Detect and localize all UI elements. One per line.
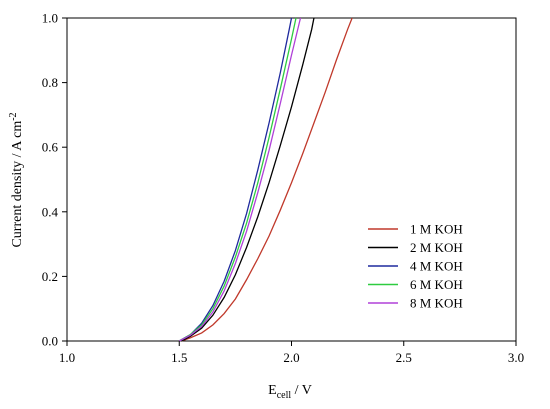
y-tick-label: 0.4 bbox=[42, 204, 59, 219]
legend-label: 2 M KOH bbox=[410, 240, 463, 255]
y-tick-label: 1.0 bbox=[42, 11, 58, 26]
series-line bbox=[178, 17, 297, 342]
y-tick-label: 0.0 bbox=[42, 334, 58, 349]
plot-area bbox=[66, 17, 517, 342]
x-axis-label: Ecell / V bbox=[268, 383, 312, 401]
y-axis-label: Current density / A cm-2 bbox=[8, 112, 25, 247]
series-line bbox=[181, 17, 315, 342]
legend-label: 8 M KOH bbox=[410, 296, 463, 311]
x-tick-label: 2.0 bbox=[283, 350, 299, 365]
legend: 1 M KOH 2 M KOH 4 M KOH 6 M KOH 8 M KOH bbox=[368, 222, 463, 311]
plot-frame bbox=[66, 17, 517, 342]
y-tick-label: 0.6 bbox=[42, 140, 59, 155]
legend-label: 4 M KOH bbox=[410, 259, 463, 274]
series-line bbox=[178, 17, 293, 342]
series-line bbox=[181, 17, 353, 342]
y-tick-label: 0.8 bbox=[42, 75, 58, 90]
legend-label: 1 M KOH bbox=[410, 222, 463, 237]
y-tick-label: 0.2 bbox=[42, 269, 58, 284]
legend-label: 6 M KOH bbox=[410, 277, 463, 292]
x-tick-label: 1.5 bbox=[171, 350, 187, 365]
y-axis-ticks: 0.0 0.2 0.4 0.6 0.8 1.0 bbox=[42, 11, 67, 349]
x-axis-ticks: 1.0 1.5 2.0 2.5 3.0 bbox=[59, 341, 524, 365]
x-tick-label: 2.5 bbox=[396, 350, 412, 365]
x-tick-label: 3.0 bbox=[508, 350, 524, 365]
series-layer bbox=[178, 17, 353, 342]
x-tick-label: 1.0 bbox=[59, 350, 75, 365]
series-line bbox=[178, 17, 302, 342]
